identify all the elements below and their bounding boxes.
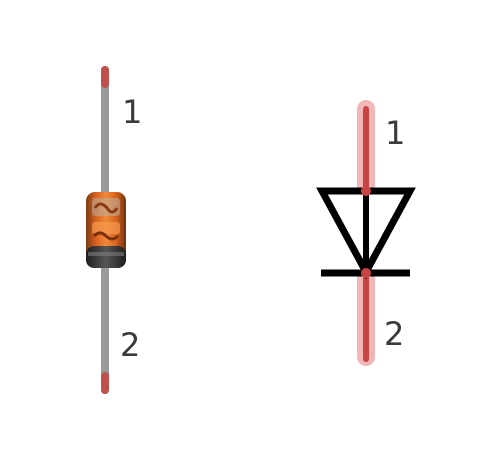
pin-1-dot [361,186,371,196]
schematic-pin-2-label: 2 [384,315,405,353]
breadboard-pin-1-label: 1 [122,93,143,131]
breadboard-pin-2-label: 2 [120,326,141,364]
pin-2-dot [361,268,371,278]
pin-2-line [363,272,369,362]
lead-1-tip [101,66,109,88]
cathode-band [86,246,126,268]
breadboard-diode [86,66,126,394]
pin-1-line [363,106,369,192]
diode-body [86,192,126,268]
lead-1 [101,66,109,196]
lead-2-tip [101,372,109,394]
schematic-pin-1-label: 1 [385,114,406,152]
lead-2 [101,262,109,394]
schematic-diode [316,100,416,366]
